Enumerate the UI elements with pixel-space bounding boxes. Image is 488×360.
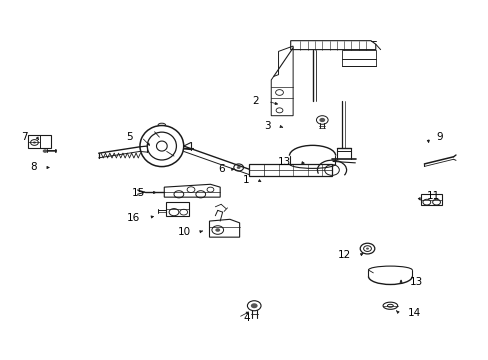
- Circle shape: [319, 118, 325, 122]
- Bar: [165, 202, 189, 216]
- Text: 4: 4: [243, 312, 250, 323]
- Text: 13: 13: [409, 277, 422, 287]
- Text: 5: 5: [126, 132, 132, 142]
- Text: 3: 3: [264, 121, 271, 131]
- Circle shape: [33, 141, 36, 144]
- Text: 8: 8: [30, 162, 36, 172]
- Text: 1: 1: [242, 175, 249, 185]
- Circle shape: [42, 149, 47, 153]
- Text: 15: 15: [131, 188, 144, 198]
- Bar: [420, 194, 442, 205]
- Text: 2: 2: [252, 96, 259, 107]
- Text: 11: 11: [426, 191, 439, 201]
- Text: 6: 6: [218, 164, 224, 174]
- Text: 9: 9: [436, 132, 442, 142]
- Circle shape: [215, 228, 220, 232]
- Text: 13: 13: [277, 157, 290, 167]
- Text: 7: 7: [21, 132, 28, 142]
- Circle shape: [366, 248, 368, 249]
- Bar: [341, 50, 375, 66]
- Circle shape: [250, 303, 257, 308]
- Text: 10: 10: [178, 227, 191, 237]
- Text: 16: 16: [126, 212, 140, 222]
- Text: 12: 12: [338, 250, 351, 260]
- Bar: [28, 135, 51, 148]
- Circle shape: [236, 166, 240, 169]
- Text: 14: 14: [407, 308, 420, 318]
